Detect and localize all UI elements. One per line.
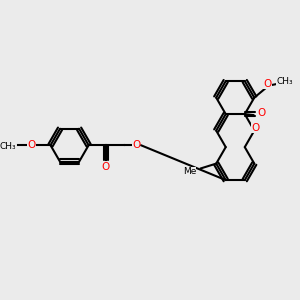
Text: CH₃: CH₃ [0,142,16,151]
Text: Me: Me [183,167,196,176]
Text: O: O [27,140,36,150]
Text: O: O [251,123,260,133]
Text: O: O [102,162,110,172]
Text: CH₃: CH₃ [277,77,293,86]
Text: O: O [132,140,140,150]
Text: O: O [263,79,272,89]
Text: O: O [258,108,266,118]
